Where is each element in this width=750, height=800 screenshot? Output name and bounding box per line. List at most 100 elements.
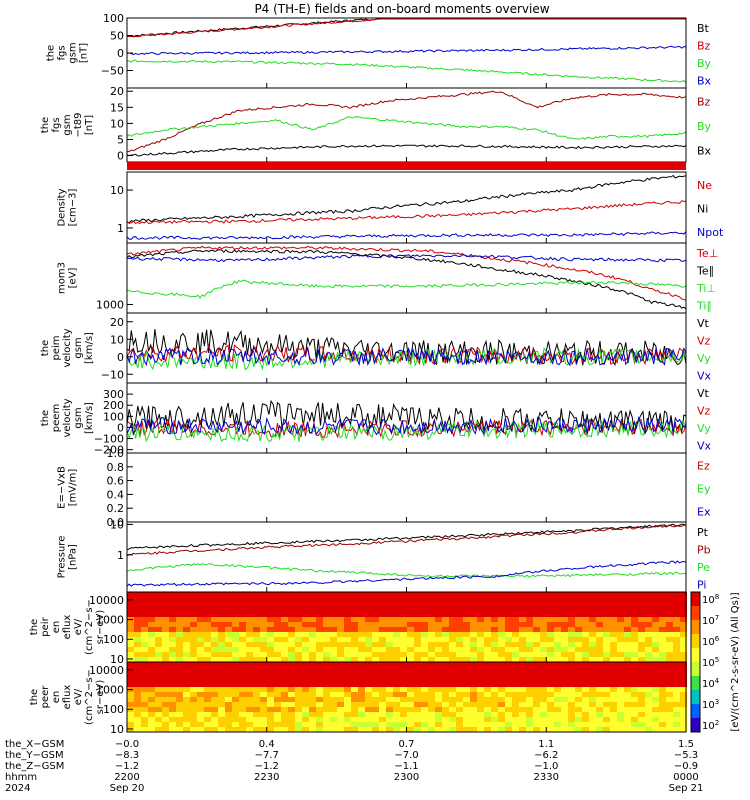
spectrogram-cell xyxy=(631,612,638,617)
series-line-Vt xyxy=(126,399,687,435)
spectrogram-cell xyxy=(568,677,575,682)
spectrogram-cell xyxy=(393,717,400,722)
spectrogram-cell xyxy=(666,637,673,642)
spectrogram-cell xyxy=(589,717,596,722)
spectrogram-cell xyxy=(547,602,554,607)
spectrogram-cell xyxy=(519,717,526,722)
spectrogram-cell xyxy=(386,627,393,632)
spectrogram-cell xyxy=(589,697,596,702)
spectrogram-cell xyxy=(330,722,337,727)
spectrogram-cell xyxy=(281,682,288,687)
spectrogram-cell xyxy=(365,727,372,732)
spectrogram-cell xyxy=(491,607,498,612)
spectrogram-cell xyxy=(358,617,365,622)
spectrogram-cell xyxy=(449,687,456,692)
spectrogram-cell xyxy=(274,717,281,722)
spectrogram-cell xyxy=(372,617,379,622)
spectrogram-cell xyxy=(673,617,680,622)
spectrogram-cell xyxy=(232,662,239,667)
spectrogram-cell xyxy=(624,627,631,632)
spectrogram-cell xyxy=(211,592,218,597)
spectrogram-cell xyxy=(631,592,638,597)
spectrogram-cell xyxy=(176,597,183,602)
spectrogram-cell xyxy=(379,607,386,612)
spectrogram-cell xyxy=(372,597,379,602)
spectrogram-cell xyxy=(617,717,624,722)
spectrogram-cell xyxy=(379,647,386,652)
y-axis-label: Density xyxy=(57,188,68,226)
spectrogram-cell xyxy=(561,692,568,697)
spectrogram-cell xyxy=(645,592,652,597)
y-tick-label: 1000 xyxy=(96,298,124,311)
spectrogram-cell xyxy=(141,667,148,672)
spectrogram-cell xyxy=(491,717,498,722)
spectrogram-cell xyxy=(582,662,589,667)
spectrogram-cell xyxy=(386,662,393,667)
spectrogram-cell xyxy=(127,727,134,732)
spectrogram-cell xyxy=(617,677,624,682)
spectrogram-cell xyxy=(610,607,617,612)
spectrogram-cell xyxy=(484,627,491,632)
spectrogram-cell xyxy=(617,707,624,712)
spectrogram-cell xyxy=(477,602,484,607)
spectrogram-cell xyxy=(365,707,372,712)
spectrogram-cell xyxy=(344,687,351,692)
spectrogram-cell xyxy=(337,682,344,687)
spectrogram-cell xyxy=(533,597,540,602)
spectrogram-cell xyxy=(561,627,568,632)
series-line-Vz xyxy=(126,343,686,366)
spectrogram-cell xyxy=(428,712,435,717)
spectrogram-cell xyxy=(575,622,582,627)
spectrogram-cell xyxy=(155,617,162,622)
spectrogram-cell xyxy=(638,727,645,732)
spectrogram-cell xyxy=(526,652,533,657)
spectrogram-cell xyxy=(197,682,204,687)
spectrogram-cell xyxy=(218,602,225,607)
spectrogram-cell xyxy=(435,632,442,637)
spectrogram-cell xyxy=(253,717,260,722)
spectrogram-cell xyxy=(134,717,141,722)
spectrogram-cell xyxy=(533,617,540,622)
spectrogram-cell xyxy=(498,727,505,732)
spectrogram-cell xyxy=(414,702,421,707)
spectrogram-cell xyxy=(372,647,379,652)
spectrogram-cell xyxy=(463,662,470,667)
spectrogram-cell xyxy=(148,722,155,727)
spectrogram-cell xyxy=(274,657,281,662)
y-axis-label: [nT] xyxy=(79,43,90,63)
spectrogram-cell xyxy=(610,632,617,637)
spectrogram-cell xyxy=(561,657,568,662)
spectrogram-cell xyxy=(365,622,372,627)
spectrogram-cell xyxy=(351,622,358,627)
legend-entry-Vt: Vt xyxy=(697,387,710,400)
spectrogram-cell xyxy=(309,712,316,717)
spectrogram-cell xyxy=(680,672,687,677)
spectrogram-cell xyxy=(323,677,330,682)
spectrogram-cell xyxy=(225,652,232,657)
spectrogram-cell xyxy=(365,687,372,692)
spectrogram-cell xyxy=(302,722,309,727)
spectrogram-cell xyxy=(204,647,211,652)
spectrogram-cell xyxy=(190,662,197,667)
spectrogram-cell xyxy=(512,667,519,672)
spectrogram-cell xyxy=(365,607,372,612)
spectrogram-cell xyxy=(295,602,302,607)
spectrogram-cell xyxy=(316,687,323,692)
spectrogram-cell xyxy=(652,612,659,617)
spectrogram-cell xyxy=(666,682,673,687)
spectrogram-cell xyxy=(435,602,442,607)
spectrogram-cell xyxy=(239,617,246,622)
spectrogram-cell xyxy=(309,652,316,657)
xaxis-value: −1.2 xyxy=(255,761,279,772)
spectrogram-cell xyxy=(519,697,526,702)
spectrogram-cell xyxy=(141,727,148,732)
spectrogram-cell xyxy=(323,607,330,612)
spectrogram-cell xyxy=(435,622,442,627)
spectrogram-cell xyxy=(414,622,421,627)
spectrogram-cell xyxy=(617,602,624,607)
spectrogram-cell xyxy=(645,607,652,612)
spectrogram-cell xyxy=(526,642,533,647)
spectrogram-cell xyxy=(673,717,680,722)
spectrogram-cell xyxy=(498,597,505,602)
spectrogram-cell xyxy=(190,607,197,612)
